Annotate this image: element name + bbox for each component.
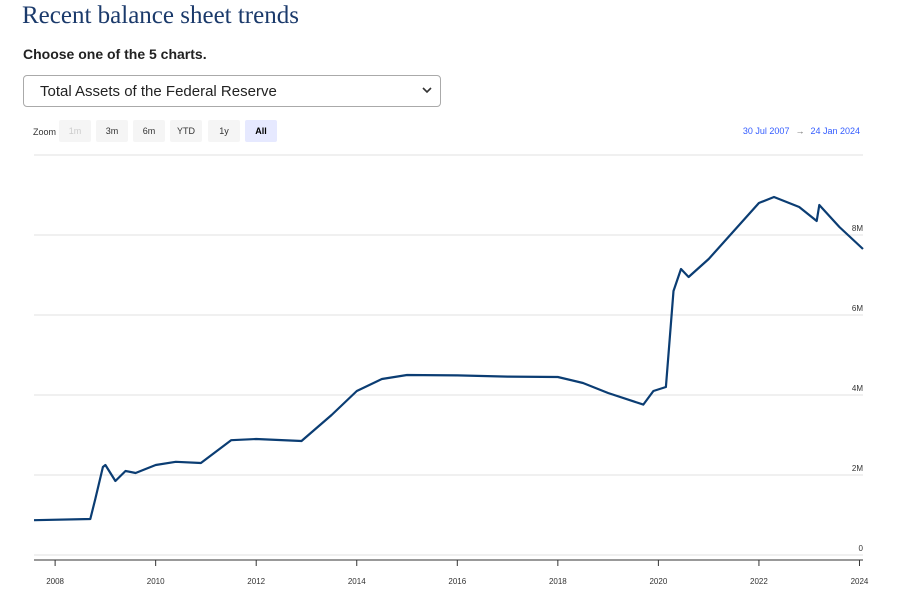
- x-tick-label: 2012: [247, 577, 265, 586]
- zoom-label: Zoom: [33, 127, 57, 137]
- zoom-button[interactable]: 1m: [59, 120, 91, 142]
- chevron: [422, 87, 432, 94]
- x-tick-label: 2022: [750, 577, 768, 586]
- range-from[interactable]: 30 Jul 2007: [742, 126, 790, 136]
- x-tick-label: 2024: [851, 577, 869, 586]
- x-tick-label: 2008: [46, 577, 64, 586]
- range-to[interactable]: 24 Jan 2024: [810, 126, 860, 136]
- x-tick-label: 2010: [147, 577, 165, 586]
- select-value: Total Assets of the Federal Reserve: [40, 83, 277, 100]
- zoom-button[interactable]: YTD: [170, 120, 202, 142]
- y-tick-label: 8M: [852, 224, 863, 233]
- prompt: Choose one of the 5 charts.: [23, 46, 207, 62]
- y-tick-label: 6M: [852, 304, 863, 313]
- zoom-button[interactable]: 6m: [133, 120, 165, 142]
- x-tick-label: 2014: [348, 577, 366, 586]
- zoom-button[interactable]: 3m: [96, 120, 128, 142]
- date-range: 30 Jul 2007 → 24 Jan 2024: [743, 126, 860, 136]
- range-separator: →: [795, 126, 805, 136]
- x-tick-label: 2018: [549, 577, 567, 586]
- page-title: Recent balance sheet trends: [22, 2, 299, 29]
- x-tick-label: 2016: [448, 577, 466, 586]
- zoom-button[interactable]: 1y: [208, 120, 240, 142]
- zoom-button[interactable]: All: [245, 120, 277, 142]
- chart-select[interactable]: Total Assets of the Federal Reserve: [23, 75, 441, 107]
- data-line: [33, 195, 864, 522]
- x-tick-label: 2020: [649, 577, 667, 586]
- y-tick-label: 0: [859, 544, 864, 553]
- y-tick-label: 2M: [852, 464, 863, 473]
- y-tick-label: 4M: [852, 384, 863, 393]
